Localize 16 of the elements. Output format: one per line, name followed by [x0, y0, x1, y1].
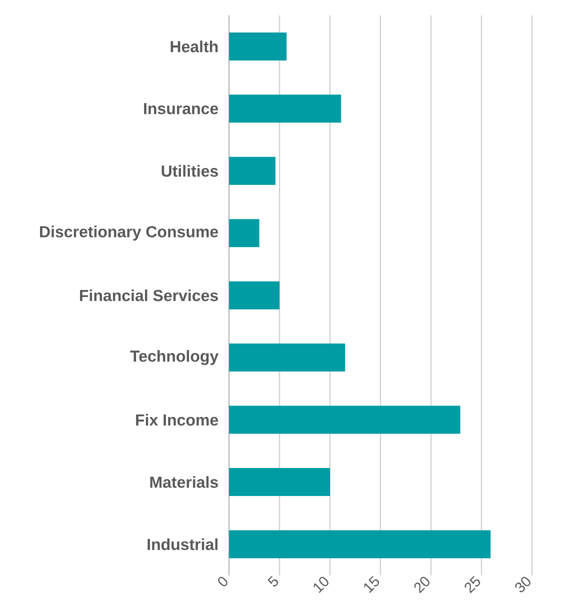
y-tick-label: Discretionary Consume: [40, 226, 218, 241]
x-tick-label: 0: [218, 576, 228, 586]
x-tick-label: 15: [364, 576, 380, 593]
y-tick-label: Fix Income: [136, 414, 218, 426]
y-tick-label: Utilities: [162, 165, 218, 177]
y-tick-label: Financial Services: [80, 289, 218, 302]
y-tick-label: Insurance: [144, 103, 218, 114]
x-tick-label: 10: [314, 576, 328, 593]
y-tick-label: Health: [170, 40, 218, 52]
x-tick-label: 30: [515, 576, 530, 592]
y-tick-label: Materials: [150, 476, 218, 488]
x-tick-label: 5: [268, 576, 278, 586]
x-tick-label: 20: [414, 576, 430, 594]
x-tick-label: 25: [464, 576, 480, 594]
y-tick-label: Technology: [130, 350, 219, 366]
y-tick-label: Industrial: [148, 538, 218, 550]
